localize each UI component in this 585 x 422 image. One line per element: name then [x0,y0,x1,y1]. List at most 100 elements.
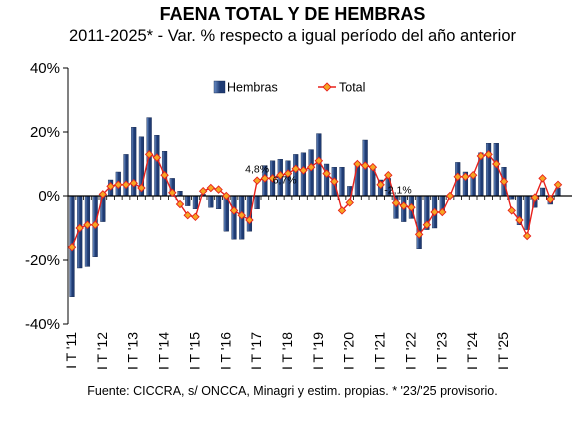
bar-hembras [323,163,330,197]
legend: Hembras Total [213,80,365,95]
marker-total [299,166,308,175]
marker-total [484,150,493,159]
y-tick-label: 40% [30,60,60,77]
marker-total [260,174,270,183]
marker-total [191,212,200,222]
bar-hembras [192,195,199,210]
marker-total [507,206,516,215]
marker-total [276,170,285,180]
marker-total [407,202,416,212]
marker-total [222,191,231,201]
bar-hembras [308,149,314,197]
bar-hembras [231,195,237,240]
marker-total [98,190,108,199]
x-tick-label: I T '24 [464,332,480,370]
marker-total [237,210,246,220]
marker-total [229,206,239,215]
marker-total [399,201,408,210]
legend-label-hembras: Hembras [227,81,278,95]
marker-total [414,230,424,239]
legend-swatch-total-marker [322,82,332,92]
x-tick-label: I T '20 [341,332,357,370]
x-tick-label: I T '19 [310,332,326,370]
y-tick-label: -40% [25,316,60,333]
marker-total [445,191,455,201]
bar-hembras [154,134,160,197]
bar-hembras [416,195,422,249]
marker-total [322,169,331,178]
marker-total [453,172,462,182]
marker-total [438,207,447,217]
marker-total [283,169,293,178]
marker-total [252,176,262,185]
bar-hembras [254,195,260,210]
chart-title: FAENA TOTAL Y DE HEMBRAS [159,4,426,24]
x-tick-label: I T '16 [217,332,233,370]
bar-hembras [177,190,183,197]
marker-total [175,199,185,209]
marker-total [376,180,385,190]
marker-total [422,220,432,230]
marker-total [206,183,216,193]
source-note: Fuente: CICCRA, s/ ONCCA, Minagri y esti… [87,384,498,398]
marker-total [391,198,401,207]
marker-total [291,164,300,174]
x-tick-label: I T '14 [156,332,172,370]
marker-total [198,186,208,196]
marker-total [160,170,169,180]
marker-total [144,150,154,159]
marker-total [183,210,192,220]
x-tick-label: I T '18 [279,332,295,370]
marker-total [129,178,138,188]
bar-hembras [339,166,345,197]
x-tick-label: I T '21 [372,332,388,370]
marker-total [245,215,254,225]
marker-total [83,220,92,230]
marker-total [499,177,509,186]
marker-total [268,174,277,183]
data-label: 6,7% [273,174,297,186]
marker-total [330,177,339,186]
legend-label-total: Total [339,81,365,95]
marker-total [368,162,378,172]
x-tick-label: I T '22 [402,332,418,370]
legend-swatch-hembras [213,80,226,94]
x-tick-label: I T '17 [248,332,264,370]
marker-total [314,156,324,166]
x-tick-label: I T '15 [186,332,202,370]
marker-total [345,198,354,207]
bar-hembras [493,142,499,197]
marker-total [337,206,347,215]
x-tick-label: I T '23 [433,332,449,370]
marker-total [476,151,486,161]
marker-total [515,215,524,225]
marker-total [67,242,77,252]
bar-hembras [539,187,546,197]
marker-total [90,220,100,230]
marker-total [430,207,439,217]
x-tick-label: I T '11 [63,332,79,369]
line-total [71,153,559,248]
marker-total [75,223,84,233]
marker-total [306,162,316,172]
marker-total [114,180,123,190]
y-tick-label: -20% [25,252,60,269]
bar-hembras [123,154,129,197]
data-label: 4,8% [245,164,269,176]
x-tick-label: I T '25 [495,332,511,370]
marker-total [538,174,547,183]
marker-total [214,185,223,194]
marker-total [353,159,362,169]
marker-total [522,231,532,241]
y-tick-label: 0% [38,188,60,205]
marker-total [530,193,540,202]
bar-hembras [223,195,229,232]
marker-total [384,170,393,180]
x-tick-label: I T '12 [94,332,110,370]
chart-subtitle: 2011-2025* - Var. % respecto a igual per… [68,27,516,45]
marker-total [461,172,470,182]
marker-total [360,161,370,170]
bar-hembras [185,195,191,206]
marker-total [121,180,131,190]
